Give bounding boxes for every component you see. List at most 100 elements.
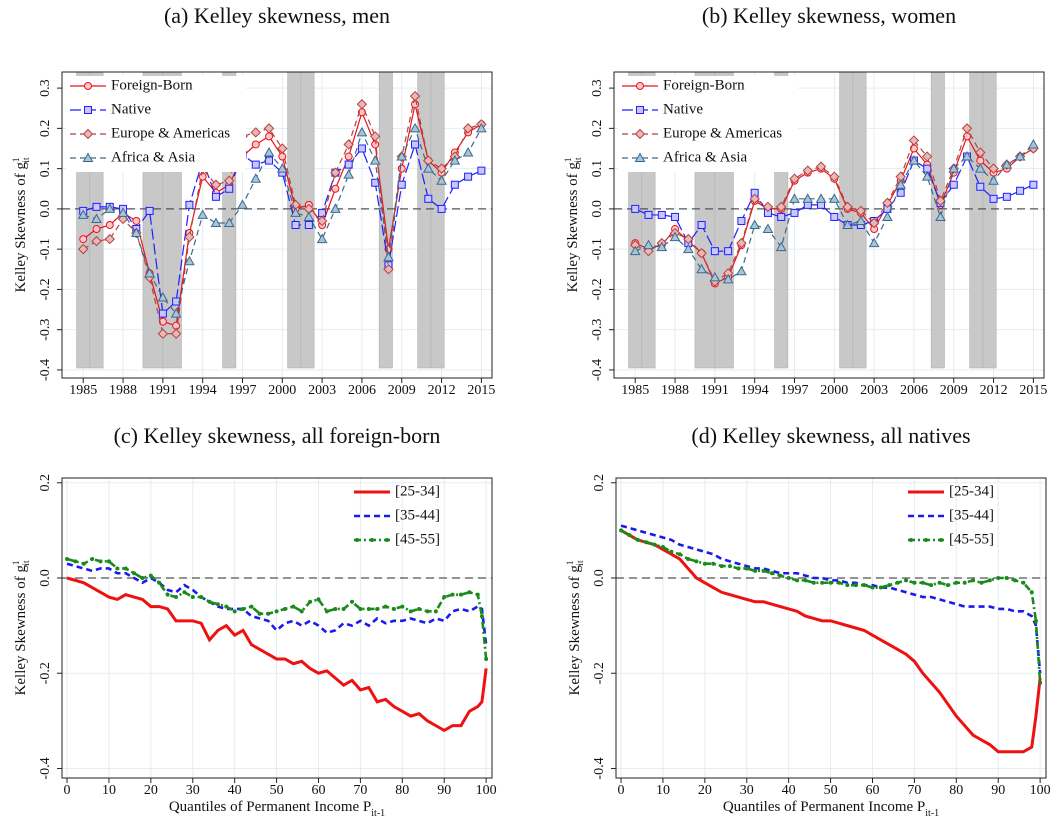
- y-tick-label: 0.1: [590, 160, 605, 178]
- legend-label: Europe & Americas: [111, 125, 230, 141]
- marker: [104, 233, 115, 245]
- marker: [157, 580, 162, 585]
- marker: [132, 216, 141, 225]
- marker: [400, 604, 405, 609]
- marker: [912, 580, 917, 585]
- x-tick-label: 0: [64, 783, 71, 798]
- marker: [744, 566, 749, 571]
- marker: [636, 106, 644, 114]
- marker: [408, 609, 413, 614]
- marker: [477, 166, 486, 175]
- legend-label: [25-34]: [395, 483, 440, 499]
- x-axis-label: Quantiles of Permanent Income Pit-1: [723, 799, 939, 818]
- marker: [291, 221, 300, 229]
- marker: [299, 609, 304, 614]
- marker: [842, 219, 853, 229]
- y-tick-label: -0.4: [38, 757, 53, 779]
- marker: [344, 152, 353, 161]
- marker: [683, 233, 694, 245]
- marker: [98, 559, 103, 564]
- y-axis-label-text: Kelley Skewness of g: [565, 162, 581, 293]
- marker: [145, 206, 154, 215]
- marker: [736, 237, 747, 249]
- marker: [225, 184, 234, 193]
- marker: [802, 193, 814, 203]
- marker: [929, 583, 934, 588]
- x-tick-label: 10: [102, 783, 116, 798]
- marker: [1012, 578, 1017, 583]
- x-tick-label: 60: [311, 783, 325, 798]
- x-tick-label: 1991: [701, 383, 729, 398]
- x-tick-label: 2012: [428, 383, 456, 398]
- series-line: [620, 529, 1042, 754]
- marker: [436, 163, 447, 174]
- marker: [411, 140, 420, 149]
- marker: [921, 171, 933, 181]
- marker: [291, 604, 296, 609]
- legend-label: Foreign-Born: [663, 77, 745, 93]
- legend-label: Native: [663, 101, 703, 117]
- y-tick-label: -0.4: [38, 359, 53, 381]
- marker: [383, 264, 394, 275]
- shaded-period: [839, 71, 854, 369]
- marker: [484, 656, 489, 661]
- x-tick-label: 30: [186, 783, 200, 798]
- marker: [224, 175, 235, 186]
- marker: [694, 559, 699, 564]
- marker: [144, 267, 155, 278]
- marker: [948, 163, 960, 173]
- legend-label: [45-55]: [395, 531, 440, 547]
- marker: [802, 165, 813, 176]
- y-tick-label: 0.2: [592, 474, 607, 492]
- marker: [1016, 186, 1025, 195]
- marker: [436, 175, 447, 185]
- marker: [853, 583, 858, 588]
- marker: [1028, 138, 1039, 149]
- marker: [370, 538, 374, 542]
- marker: [77, 209, 89, 219]
- y-tick-label: -0.3: [38, 319, 53, 341]
- marker: [924, 538, 928, 542]
- marker: [170, 328, 182, 339]
- marker: [442, 595, 447, 600]
- y-tick-label: 0.0: [38, 569, 53, 587]
- x-tick-label: 0: [618, 783, 625, 798]
- marker: [868, 217, 880, 229]
- x-tick-label: 2006: [900, 383, 928, 398]
- marker: [78, 243, 89, 255]
- marker: [462, 123, 474, 134]
- x-tick-label: 90: [437, 783, 451, 798]
- x-tick-label: 1988: [109, 383, 137, 398]
- y-tick-label: 0.2: [38, 120, 53, 138]
- marker: [476, 122, 487, 133]
- marker: [761, 568, 766, 573]
- marker: [479, 614, 484, 619]
- x-tick-label: 2000: [268, 383, 296, 398]
- y-tick-label: 0.0: [590, 200, 605, 218]
- marker: [724, 247, 733, 256]
- marker: [449, 155, 461, 165]
- marker: [331, 184, 340, 193]
- marker: [702, 561, 707, 566]
- marker: [868, 237, 880, 248]
- marker: [91, 235, 102, 247]
- marker: [769, 571, 774, 576]
- y-tick-label: -0.2: [590, 278, 605, 300]
- marker: [437, 204, 446, 213]
- marker: [197, 209, 209, 219]
- marker: [232, 609, 237, 614]
- marker: [790, 208, 799, 217]
- marker: [795, 578, 800, 583]
- marker: [815, 161, 827, 172]
- x-tick-label: 1994: [741, 383, 769, 398]
- marker: [961, 123, 973, 134]
- marker: [211, 192, 220, 201]
- y-axis-label-sup: 1: [565, 561, 575, 566]
- marker: [250, 173, 262, 183]
- marker: [409, 90, 421, 102]
- marker: [366, 606, 371, 611]
- marker: [686, 556, 691, 561]
- marker: [263, 123, 275, 134]
- marker: [422, 163, 434, 173]
